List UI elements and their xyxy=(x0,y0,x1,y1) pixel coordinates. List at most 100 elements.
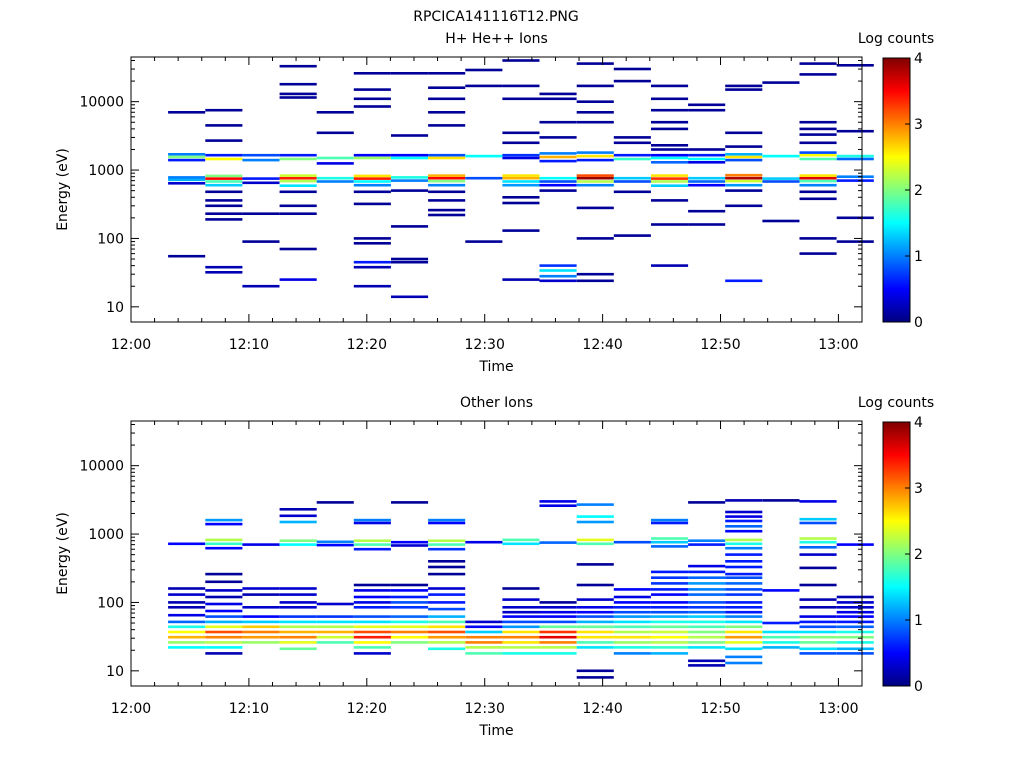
heatmap-cell xyxy=(725,641,763,644)
heatmap-cell xyxy=(613,601,651,604)
heatmap-cell xyxy=(725,630,763,634)
heatmap-cell xyxy=(539,606,577,609)
heatmap-cell xyxy=(353,646,391,649)
heatmap-cell xyxy=(762,180,800,183)
heatmap-cell xyxy=(539,615,577,618)
heatmap-cell xyxy=(168,182,206,185)
heatmap-cell xyxy=(502,97,540,101)
colorbar-tick-label: 0 xyxy=(914,679,923,695)
heatmap-cell xyxy=(799,190,837,194)
heatmap-cell xyxy=(725,553,763,556)
heatmap-cell xyxy=(279,174,317,177)
heatmap-cell xyxy=(539,652,577,655)
x-tick-label: 12:10 xyxy=(229,701,269,717)
heatmap-cell xyxy=(539,274,577,278)
heatmap-cell xyxy=(651,148,689,151)
heatmap-cell xyxy=(205,630,243,634)
heatmap-cell xyxy=(353,543,391,546)
heatmap-cell xyxy=(688,620,726,624)
heatmap-cell xyxy=(428,560,466,563)
heatmap-cell xyxy=(539,620,577,624)
heatmap-cell xyxy=(391,189,429,192)
heatmap-cell xyxy=(316,162,354,165)
x-tick-label: 12:30 xyxy=(465,701,505,717)
heatmap-cell xyxy=(391,153,429,157)
heatmap-cell xyxy=(168,641,206,644)
heatmap-cell xyxy=(242,543,280,546)
heatmap-cell xyxy=(502,587,540,590)
heatmap-cell xyxy=(576,503,614,506)
heatmap-cell xyxy=(502,646,540,649)
heatmap-cell xyxy=(279,635,317,639)
heatmap-cell xyxy=(391,257,429,261)
heatmap-cell xyxy=(576,538,614,542)
plot-frame xyxy=(130,56,863,323)
heatmap-cell xyxy=(651,652,689,655)
heatmap-cell xyxy=(316,131,354,135)
heatmap-cell xyxy=(391,625,429,629)
heatmap-cell xyxy=(391,620,429,624)
heatmap-cell xyxy=(836,635,874,639)
heatmap-cell xyxy=(428,615,466,618)
heatmap-cell xyxy=(353,521,391,525)
heatmap-cell xyxy=(576,183,614,187)
colorbar: 0 1 2 3 4 Log counts xyxy=(858,395,934,695)
heatmap-cell xyxy=(353,620,391,624)
heatmap-cell xyxy=(651,630,689,634)
heatmap-cell xyxy=(168,587,206,590)
heatmap-cell xyxy=(576,120,614,124)
heatmap-cell xyxy=(168,646,206,649)
heatmap-cell xyxy=(353,174,391,178)
heatmap-cell xyxy=(762,646,800,649)
heatmap-cell xyxy=(799,635,837,639)
heatmap-cell xyxy=(465,635,503,639)
heatmap-cell xyxy=(576,520,614,524)
heatmap-cell xyxy=(539,504,577,507)
heatmap-cell xyxy=(428,601,466,604)
heatmap-cell xyxy=(799,652,837,655)
heatmap-cell xyxy=(539,136,577,139)
heatmap-cell xyxy=(316,620,354,624)
heatmap-cell xyxy=(205,174,243,178)
x-tick-label: 12:30 xyxy=(465,337,505,353)
heatmap-cell xyxy=(242,635,280,639)
heatmap-cell xyxy=(651,521,689,525)
heatmap-cell xyxy=(688,615,726,618)
heatmap-cell xyxy=(428,539,466,542)
heatmap-cell xyxy=(613,652,651,655)
heatmap-cell xyxy=(762,499,800,502)
heatmap-cell xyxy=(502,84,540,88)
heatmap-cell xyxy=(353,237,391,240)
x-tick-label: 12:40 xyxy=(582,701,622,717)
heatmap-cell xyxy=(502,131,540,135)
heatmap-cell xyxy=(353,72,391,75)
heatmap-cell xyxy=(613,641,651,644)
heatmap-cell xyxy=(539,152,577,155)
heatmap-cell xyxy=(576,180,614,183)
heatmap-cell xyxy=(279,508,317,511)
heatmap-cell xyxy=(428,176,466,180)
heatmap-cell xyxy=(428,630,466,634)
heatmap-cell xyxy=(205,183,243,187)
heatmap-cell xyxy=(353,583,391,587)
heatmap-cell xyxy=(576,669,614,673)
heatmap-cell xyxy=(428,97,466,101)
heatmap-cell xyxy=(391,635,429,639)
heatmap-cell xyxy=(502,153,540,157)
heatmap-cell xyxy=(725,625,763,629)
heatmap-cell xyxy=(762,589,800,592)
heatmap-cell xyxy=(762,81,800,84)
heatmap-cell xyxy=(576,206,614,210)
heatmap-cell xyxy=(428,565,466,569)
heatmap-cell xyxy=(651,540,689,544)
heatmap-cell xyxy=(651,588,689,591)
heatmap-cell xyxy=(279,64,317,68)
heatmap-cell xyxy=(353,615,391,618)
heatmap-cell xyxy=(353,260,391,264)
heatmap-cell xyxy=(353,156,391,160)
heatmap-cell xyxy=(242,181,280,185)
heatmap-cell xyxy=(762,219,800,223)
heatmap-cell xyxy=(205,615,243,618)
heatmap-cell xyxy=(688,103,726,107)
heatmap-cell xyxy=(279,179,317,183)
